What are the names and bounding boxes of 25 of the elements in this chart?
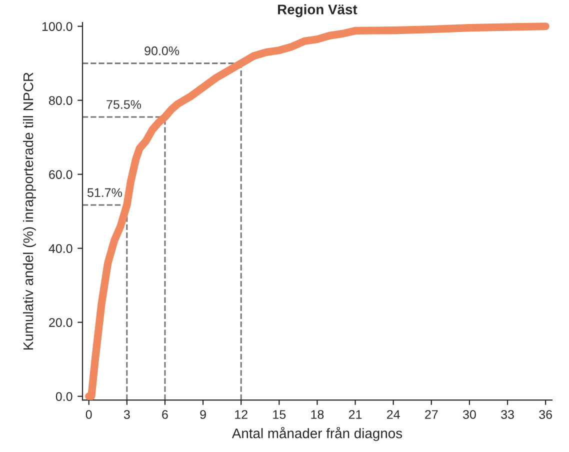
- y-tick-label: 40.0: [48, 244, 72, 253]
- y-tick-label: 20.0: [49, 318, 72, 327]
- x-tick-label: 36: [539, 410, 552, 419]
- x-axis-title: Antal månader från diagnos: [232, 426, 402, 442]
- y-tick-label: 100.0: [42, 22, 72, 31]
- ref-line-label: 90.0%: [144, 46, 180, 56]
- x-tick-label: 30: [462, 410, 476, 419]
- x-tick-label: 12: [235, 410, 248, 419]
- chart-title: Region Väst: [278, 4, 358, 18]
- x-tick-label: 21: [348, 410, 362, 419]
- x-tick-label: 3: [124, 410, 130, 419]
- x-tick-label: 6: [162, 410, 168, 419]
- y-tick-label: 80.0: [49, 96, 72, 105]
- x-tick-label: 33: [501, 410, 514, 419]
- y-tick-label: 60.0: [49, 170, 72, 179]
- ref-line-label: 75.5%: [106, 100, 142, 109]
- x-tick-label: 18: [311, 410, 324, 419]
- x-tick-label: 9: [200, 410, 206, 419]
- ref-line-label: 51.7%: [87, 188, 122, 197]
- x-tick-label: 27: [425, 410, 438, 419]
- x-tick-label: 0: [86, 410, 92, 419]
- y-tick-label: 0.0: [56, 392, 72, 401]
- x-tick-label: 24: [387, 410, 400, 419]
- x-tick-label: 15: [273, 410, 286, 419]
- y-axis-title: Kumulativ andel (%) inrapporterade till NPCR: [23, 72, 36, 350]
